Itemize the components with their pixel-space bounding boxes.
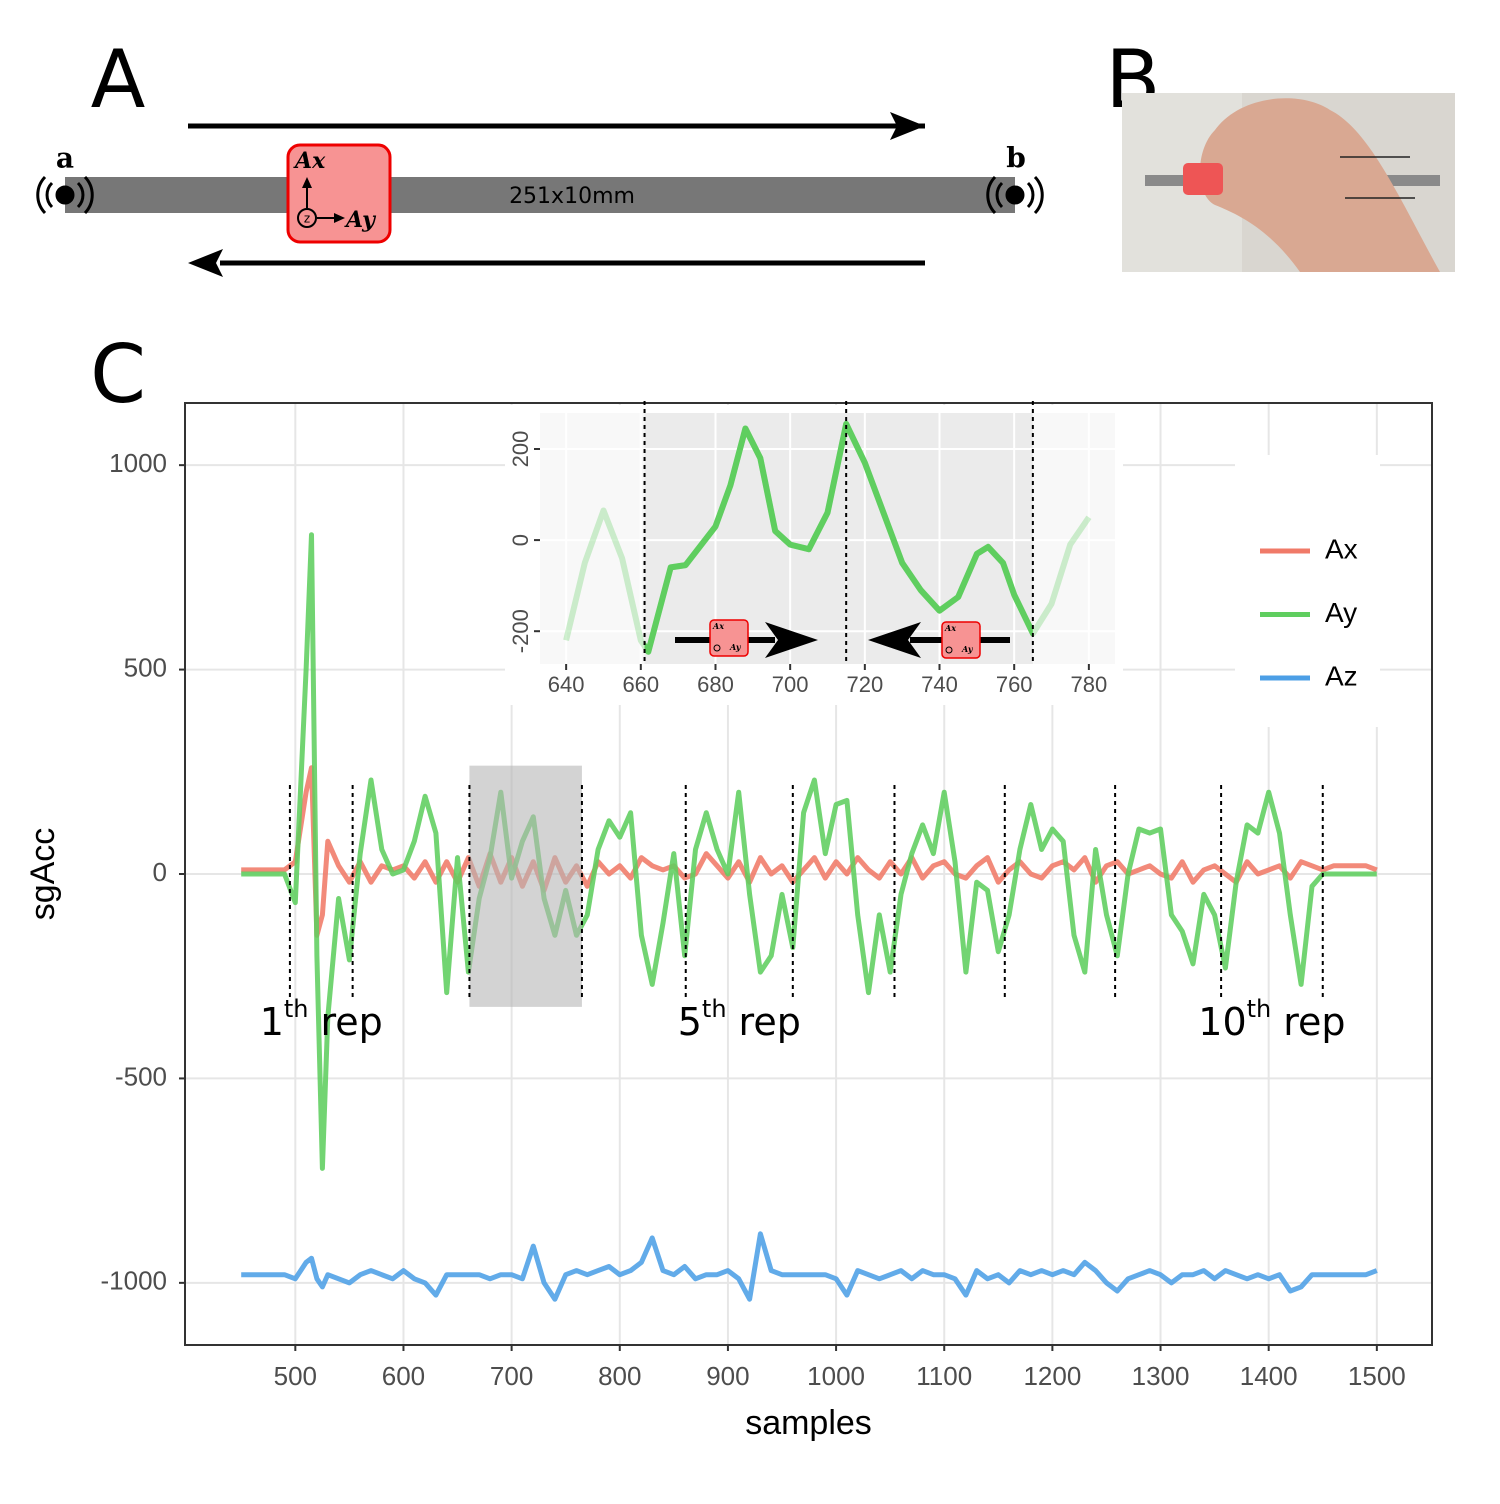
series-lines xyxy=(563,420,1092,655)
mini-sensor-label: Ay xyxy=(729,642,742,652)
x-tick-label: 760 xyxy=(996,672,1033,697)
x-tick-label: 600 xyxy=(382,1361,425,1391)
rep-word: rep xyxy=(1283,1000,1345,1044)
x-tick-label: 780 xyxy=(1071,672,1108,697)
y-tick-label: 500 xyxy=(124,652,167,682)
rep-number: 5 xyxy=(678,1000,702,1044)
arrow-head xyxy=(890,112,925,140)
y-axis-title: sgAcc xyxy=(24,828,62,921)
end-label: a xyxy=(56,142,74,175)
legend-label: Az xyxy=(1325,660,1358,691)
series-lines xyxy=(241,532,1378,1302)
series-line xyxy=(241,1231,1378,1302)
mini-sensor-label: Ax xyxy=(712,621,724,631)
diagram: 251x10mm Ax Ay z a b xyxy=(36,112,1044,277)
photo-sensor xyxy=(1183,163,1223,195)
sensor xyxy=(286,143,392,244)
legend-label: Ax xyxy=(1325,533,1358,564)
x-tick-label: 640 xyxy=(548,672,585,697)
x-tick-label: 680 xyxy=(697,672,734,697)
axis-arrow-head xyxy=(302,177,312,188)
y-tick-label: 0 xyxy=(508,534,533,546)
sensor-axis-label: Ay xyxy=(344,207,377,233)
inset-chart: 640 660 680 700 720 740 760 780 -200 0 200 xyxy=(508,401,1115,697)
rep-suffix: th xyxy=(702,995,727,1023)
highlight-box xyxy=(469,765,582,1007)
x-tick-label: 1400 xyxy=(1240,1361,1298,1391)
mini-sensor: Ax Ay xyxy=(941,621,981,659)
axis-arrow-head xyxy=(334,213,345,223)
panel-label: A xyxy=(91,33,146,126)
x-tick-label: 1000 xyxy=(807,1361,865,1391)
sensor-axis-label: Ax xyxy=(293,148,326,174)
y-tick-label: 0 xyxy=(153,857,167,887)
rep-label: 10th rep xyxy=(1198,995,1345,1044)
y-tick-label: -200 xyxy=(508,609,533,653)
legend: Ax Ay Az xyxy=(1235,455,1380,727)
x-tick-label: 740 xyxy=(921,672,958,697)
mini-sensor-label: Ax xyxy=(944,623,956,633)
end-label: b xyxy=(1006,142,1026,175)
x-tick-label: 660 xyxy=(622,672,659,697)
x-tick-label: 720 xyxy=(846,672,883,697)
x-axis-title: samples xyxy=(745,1404,872,1442)
x-tick-label: 1500 xyxy=(1348,1361,1406,1391)
x-tick-label: 700 xyxy=(772,672,809,697)
x-tick-label: 800 xyxy=(598,1361,641,1391)
y-tick-label: -500 xyxy=(115,1061,167,1091)
sensor-axis-label: z xyxy=(304,212,310,226)
rep-label: 5th rep xyxy=(678,995,801,1044)
x-tick-label: 1200 xyxy=(1023,1361,1081,1391)
inset-arrow-head xyxy=(868,622,921,658)
plot-border xyxy=(184,402,1433,1346)
y-tick-label: 200 xyxy=(508,431,533,468)
z-axis xyxy=(297,208,317,228)
legend-background xyxy=(1235,455,1380,727)
mini-sensor: Ax Ay xyxy=(709,619,749,657)
x-tick-label: 500 xyxy=(274,1361,317,1391)
x-tick-label: 700 xyxy=(490,1361,533,1391)
rod-dimension: 251x10mm xyxy=(509,184,635,209)
rep-number: 1 xyxy=(260,1000,284,1044)
rep-suffix: th xyxy=(284,995,309,1023)
mini-sensor-label: Ay xyxy=(961,644,974,654)
rep-suffix: th xyxy=(1247,995,1272,1023)
x-tick-label: 1100 xyxy=(916,1361,972,1391)
x-tick-label: 900 xyxy=(706,1361,749,1391)
photo-hand xyxy=(1200,98,1440,272)
x-tick-label: 1300 xyxy=(1132,1361,1190,1391)
transmitter xyxy=(36,175,1044,215)
series-line xyxy=(644,420,1033,655)
y-tick-label: -1000 xyxy=(101,1266,168,1296)
mini-z xyxy=(713,644,721,652)
legend-label: Ay xyxy=(1325,597,1357,628)
rep-word: rep xyxy=(321,1000,383,1044)
inset-arrow-head xyxy=(765,622,818,658)
mini-z xyxy=(945,646,953,654)
photo xyxy=(1122,93,1455,272)
rod xyxy=(65,177,1015,213)
y-tick-label: 1000 xyxy=(109,448,167,478)
rep-number: 10 xyxy=(1198,1000,1246,1044)
panel-label: C xyxy=(90,328,146,421)
rep-word: rep xyxy=(739,1000,801,1044)
rep-label: 1th rep xyxy=(260,995,383,1044)
arrow-head xyxy=(188,249,223,277)
series-line xyxy=(241,532,1377,1171)
